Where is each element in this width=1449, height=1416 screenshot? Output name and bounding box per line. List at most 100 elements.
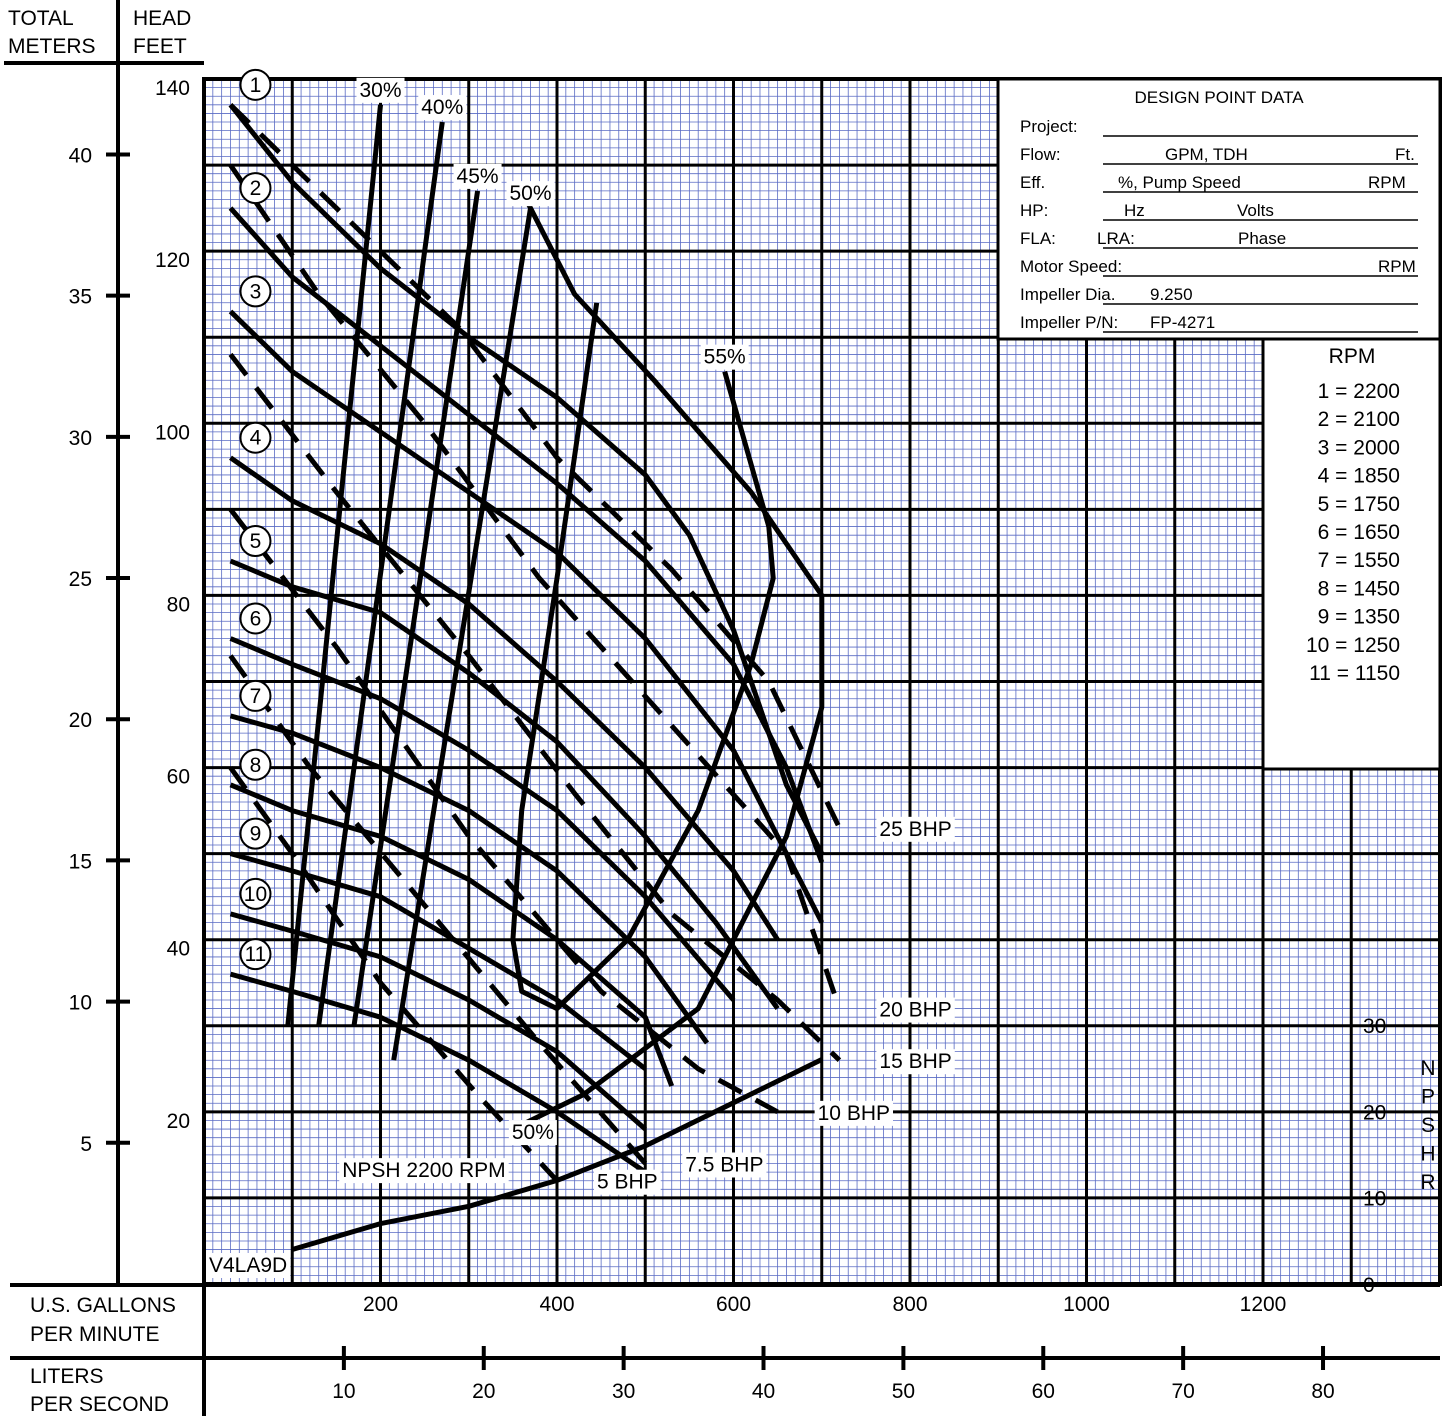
bhp-line (228, 352, 842, 1062)
bhp-line (228, 103, 842, 829)
lps-tick-label: 40 (752, 1380, 775, 1403)
bhp-label-bg (876, 1049, 955, 1075)
rpm-legend-entry: 4 = 1850 (1318, 465, 1400, 488)
lps-axis-title: PER SECOND (30, 1393, 169, 1416)
speed-marker (239, 748, 272, 781)
bhp-label-bg (876, 997, 955, 1023)
rpm-legend-entry: 9 = 1350 (1318, 606, 1400, 629)
design-field: Impeller P/N: (1020, 313, 1118, 332)
rpm-legend-entry: 1 = 2200 (1318, 380, 1400, 403)
rpm-legend-entry: 6 = 1650 (1318, 521, 1400, 544)
chart-curves (228, 103, 842, 1252)
chart-frame (4, 0, 1440, 1416)
speed-marker (239, 679, 272, 712)
rpm-legend-entry: 3 = 2000 (1318, 436, 1400, 459)
meters-axis-title: METERS (8, 35, 96, 58)
bhp-label: 5 BHP (597, 1171, 658, 1194)
speed-number: 6 (250, 607, 262, 630)
efficiency-label-bg (418, 95, 467, 121)
design-field: RPM (1368, 173, 1406, 192)
efficiency-curve (511, 189, 825, 1132)
feet-tick-label: 140 (155, 77, 190, 100)
speed-marker (239, 938, 272, 971)
efficiency-label-bg (356, 77, 405, 103)
npshr-tick-label: 10 (1363, 1188, 1386, 1211)
design-field: Impeller Dia. (1020, 285, 1115, 304)
efficiency-label-bg (508, 1120, 557, 1146)
speed-curve-10 (229, 911, 647, 1131)
gpm-axis-title: U.S. GALLONS (30, 1294, 176, 1317)
bhp-label-bg (682, 1152, 767, 1178)
speed-curve-11 (229, 971, 647, 1175)
lps-axis-title: LITERS (30, 1365, 104, 1388)
meters-tick-label: 25 (69, 568, 92, 591)
feet-tick-label: 20 (167, 1110, 190, 1133)
gpm-tick-label: 800 (892, 1293, 927, 1316)
npshr-axis-title: S (1421, 1114, 1435, 1137)
speed-number: 4 (250, 427, 262, 450)
rpm-legend-entry: 10 = 1250 (1306, 634, 1400, 657)
efficiency-label-bg (700, 344, 749, 370)
efficiency-label: 40% (421, 96, 463, 119)
design-field: GPM, TDH (1165, 145, 1248, 164)
bhp-label: 15 BHP (879, 1050, 951, 1073)
speed-curve-4 (229, 455, 780, 942)
lps-tick-label: 60 (1032, 1380, 1055, 1403)
speed-number: 10 (244, 883, 267, 906)
speed-number: 1 (250, 74, 262, 97)
feet-tick-label: 60 (167, 766, 190, 789)
design-field: Eff. (1020, 173, 1045, 192)
speed-curve-7 (229, 713, 710, 1045)
chart-labels: 1 2 3 4 5 6 7 8 9 10 11 30% 40% 45% 50% 55% 50% 25 BHP 20 … (8, 7, 1442, 1416)
feet-tick-label: 40 (167, 938, 190, 961)
feet-axis-title: HEAD (133, 7, 191, 30)
design-field: Project: (1020, 117, 1078, 136)
lps-tick-label: 80 (1311, 1380, 1334, 1403)
rpm-legend-title: RPM (1329, 345, 1376, 368)
efficiency-label: 30% (359, 79, 401, 102)
npshr-axis-title: N (1420, 1057, 1435, 1080)
feet-tick-label: 100 (155, 421, 190, 444)
gpm-tick-label: 200 (363, 1293, 398, 1316)
design-field: Hz (1124, 201, 1145, 220)
design-point-title: DESIGN POINT DATA (1134, 88, 1304, 107)
efficiency-label: 45% (457, 165, 499, 188)
rpm-legend-entry: 5 = 1750 (1318, 493, 1400, 516)
speed-number: 2 (250, 177, 262, 200)
npshr-tick-label: 20 (1363, 1101, 1386, 1124)
rpm-legend-entry: 7 = 1550 (1318, 549, 1400, 572)
design-point-box (996, 77, 1442, 341)
design-field: FP-4271 (1150, 313, 1215, 332)
efficiency-label: 50% (512, 1121, 554, 1144)
speed-number: 8 (250, 754, 262, 777)
feet-axis-title: FEET (133, 35, 187, 58)
model-label-bg (206, 1253, 291, 1278)
npshr-axis-title: R (1420, 1171, 1435, 1194)
design-field: Motor Speed: (1020, 257, 1122, 276)
speed-curve-8 (229, 782, 675, 1087)
speed-marker (239, 275, 272, 308)
lps-tick-label: 50 (892, 1380, 915, 1403)
efficiency-curve (510, 302, 776, 1012)
speed-number: 5 (250, 530, 262, 553)
feet-tick-label: 120 (155, 249, 190, 272)
meters-tick-label: 20 (69, 709, 92, 732)
meters-tick-label: 10 (69, 992, 92, 1015)
speed-curve-6 (229, 636, 736, 1002)
bhp-label: 7.5 BHP (685, 1154, 763, 1177)
speed-number: 3 (250, 280, 262, 303)
bhp-label-bg (594, 1169, 661, 1195)
design-field: RPM (1378, 257, 1416, 276)
efficiency-label-bg (506, 181, 555, 207)
bhp-label-bg (876, 816, 955, 842)
bhp-label: 20 BHP (879, 999, 951, 1022)
feet-tick-label: 80 (167, 593, 190, 616)
efficiency-curve (391, 207, 533, 1061)
design-field: %, Pump Speed (1118, 173, 1241, 192)
speed-marker (239, 68, 272, 101)
lps-tick-label: 70 (1171, 1380, 1194, 1403)
design-field: HP: (1020, 201, 1048, 220)
npshr-axis-title: P (1421, 1086, 1435, 1109)
design-field: Volts (1237, 201, 1274, 220)
